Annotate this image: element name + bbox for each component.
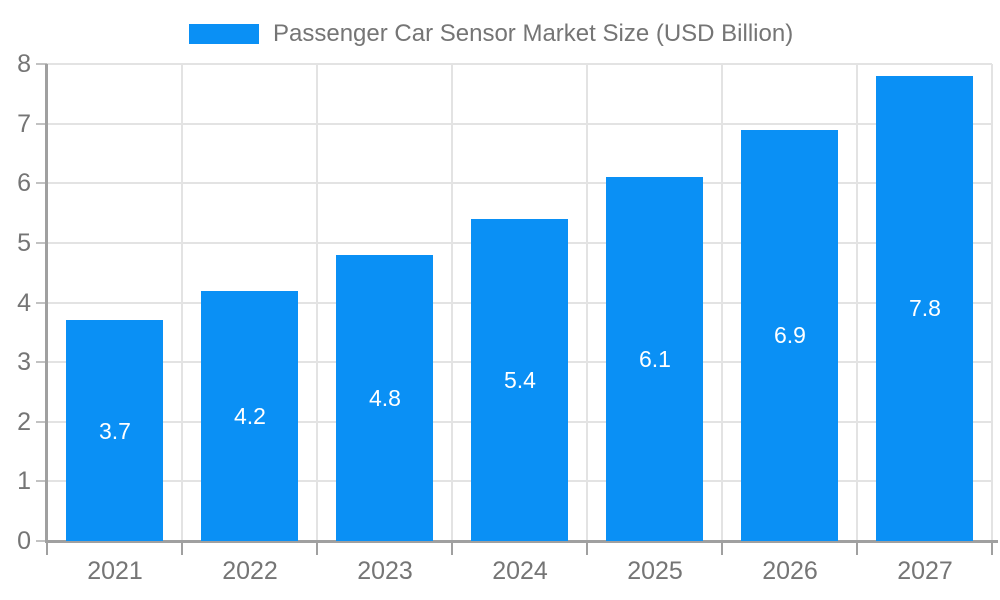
y-axis-label: 2 <box>17 408 31 436</box>
x-axis-tick <box>181 541 183 555</box>
bar-2021[interactable] <box>66 320 163 541</box>
x-axis-tick <box>991 541 993 555</box>
x-axis-line <box>45 540 998 543</box>
y-axis-tick <box>36 421 47 423</box>
y-axis-label: 4 <box>17 289 31 317</box>
bar-value-label: 6.9 <box>774 322 806 348</box>
x-axis-tick <box>46 541 48 555</box>
x-axis-label: 2022 <box>222 557 278 585</box>
y-axis-tick <box>36 123 47 125</box>
y-axis-label: 5 <box>17 229 31 257</box>
y-axis-label: 8 <box>17 50 31 78</box>
x-axis-tick <box>451 541 453 555</box>
y-axis-tick <box>36 242 47 244</box>
y-axis-tick <box>36 63 47 65</box>
legend-swatch <box>189 24 259 44</box>
y-axis-tick <box>36 480 47 482</box>
bar-2027[interactable] <box>876 76 973 541</box>
bar-value-label: 4.8 <box>369 385 401 411</box>
x-axis-label: 2027 <box>897 557 953 585</box>
y-axis-tick <box>36 361 47 363</box>
bar-2022[interactable] <box>201 291 298 541</box>
x-axis-tick <box>856 541 858 555</box>
bar-2023[interactable] <box>336 255 433 541</box>
bar-2025[interactable] <box>606 177 703 541</box>
grid-line-horizontal <box>47 123 992 125</box>
bar-value-label: 3.7 <box>99 418 131 444</box>
x-axis-label: 2021 <box>87 557 143 585</box>
x-axis-label: 2023 <box>357 557 413 585</box>
bar-value-label: 4.2 <box>234 403 266 429</box>
bar-2024[interactable] <box>471 219 568 541</box>
y-axis-label: 7 <box>17 110 31 138</box>
grid-line-vertical <box>316 64 318 541</box>
y-axis-tick <box>36 540 47 542</box>
y-axis-label: 3 <box>17 348 31 376</box>
x-axis-tick <box>721 541 723 555</box>
grid-line-vertical <box>451 64 453 541</box>
x-axis-tick <box>586 541 588 555</box>
y-axis-line <box>45 64 48 541</box>
grid-line-horizontal <box>47 182 992 184</box>
y-axis-label: 6 <box>17 169 31 197</box>
bar-value-label: 5.4 <box>504 367 536 393</box>
grid-line-vertical <box>991 64 993 541</box>
y-axis-tick <box>36 302 47 304</box>
x-axis-label: 2024 <box>492 557 548 585</box>
x-axis-label: 2026 <box>762 557 818 585</box>
grid-line-vertical <box>721 64 723 541</box>
chart-legend[interactable]: Passenger Car Sensor Market Size (USD Bi… <box>189 20 794 47</box>
grid-line-vertical <box>586 64 588 541</box>
bar-value-label: 7.8 <box>909 295 941 321</box>
bar-2026[interactable] <box>741 130 838 541</box>
x-axis-label: 2025 <box>627 557 683 585</box>
y-axis-label: 0 <box>17 527 31 555</box>
legend-label: Passenger Car Sensor Market Size (USD Bi… <box>273 20 794 47</box>
grid-line-horizontal <box>47 63 992 65</box>
x-axis-tick <box>316 541 318 555</box>
grid-line-vertical <box>181 64 183 541</box>
y-axis-label: 1 <box>17 467 31 495</box>
grid-line-vertical <box>856 64 858 541</box>
bar-value-label: 6.1 <box>639 346 671 372</box>
y-axis-tick <box>36 182 47 184</box>
